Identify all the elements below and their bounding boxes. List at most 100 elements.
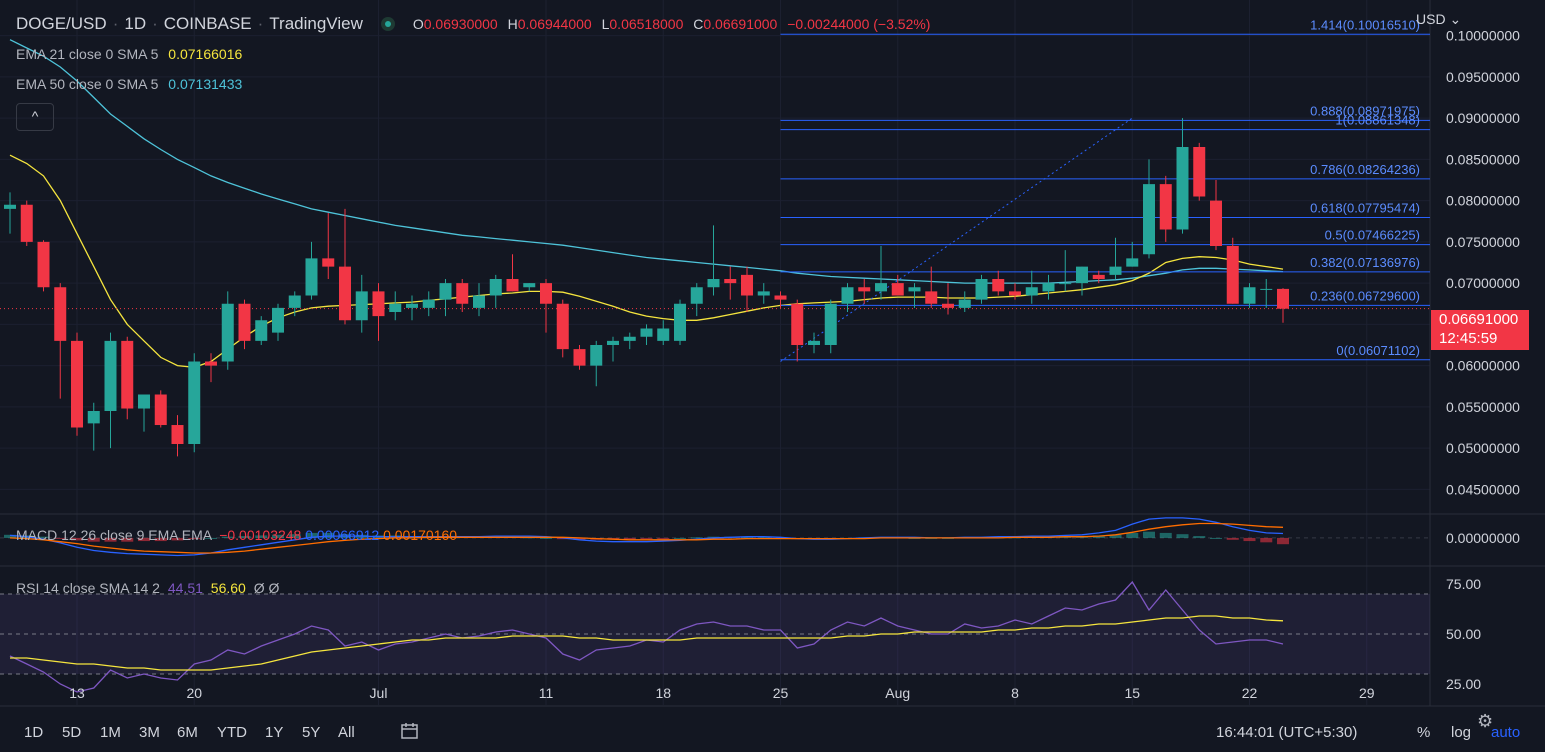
range-button-5y[interactable]: 5Y [302,724,321,741]
candle-body [1260,288,1273,290]
candle-body [640,328,653,337]
candle-body [1076,266,1088,284]
candle-body [975,279,988,300]
macd-hist-bar [54,537,67,539]
macd-hist-bar [238,536,251,538]
macd-hist-bar [1159,532,1172,538]
macd-label: MACD 12 26 close 9 EMA EMA [16,527,212,543]
candle-body [757,291,770,296]
ema50-path [9,39,1284,284]
macd-hist-bar [540,537,552,539]
range-button-5d[interactable]: 5D [62,724,82,741]
open-label: O [412,16,424,32]
candle-body [657,328,670,341]
range-button-all[interactable]: All [338,724,355,741]
fibonacci-retracement[interactable]: 1.414(0.10016510) 0.888(0.08971975)1(0.08… [0,17,1430,362]
clock-timezone[interactable]: 16:44:01 (UTC+5:30) [1216,724,1358,741]
candle-body [623,336,636,341]
candle-body [1193,147,1206,197]
ema21-legend[interactable]: EMA 21 close 0 SMA 5 0.07166016 [16,46,242,62]
candle-body [1009,291,1021,296]
price-axis[interactable]: 0.10000000 0.09500000 0.09000000 0.08500000… [1446,28,1520,692]
candle-body [556,303,569,350]
rsi-tick-label: 25.00 [1446,676,1481,692]
candle-body [305,258,318,296]
range-button-1y[interactable]: 1Y [265,724,284,741]
candle-body [674,303,686,341]
candle-body [188,361,201,444]
ema50-legend[interactable]: EMA 50 close 0 SMA 5 0.07131433 [16,76,242,92]
candle-body [4,204,16,209]
settings-gear-icon[interactable]: ⚙ [1477,711,1494,731]
candle-body [121,340,134,409]
candle-body [20,204,33,242]
range-button-1m[interactable]: 1M [100,724,121,741]
range-button-3m[interactable]: 3M [139,724,160,741]
rsi-label: RSI 14 close SMA 14 2 [16,580,160,596]
candle-body [841,287,854,304]
candle-body [891,283,904,296]
candle-body [791,303,804,345]
macd-hist-value: −0.00103248 [219,527,302,543]
price-tick-label: 0.09500000 [1446,69,1520,85]
market-status-icon [380,17,395,31]
high-label: H [507,16,518,32]
macd-hist-bar [757,537,770,539]
fib-level-label: 1(0.08861348) [1335,113,1420,128]
rsi-legend[interactable]: RSI 14 close SMA 14 2 44.51 56.60 Ø Ø [16,580,279,596]
candle-body [774,295,787,300]
candle-body [154,394,167,426]
symbol-name[interactable]: DOGE/USD [16,14,107,33]
macd-hist-bar [573,537,586,540]
calendar-range-icon[interactable] [400,722,420,744]
candle-body [489,279,502,296]
fib-trendline [780,117,1133,362]
ema50-label: EMA 50 close 0 SMA 5 [16,76,159,92]
macd-tick-label: 0.00000000 [1446,530,1520,546]
macd-hist-bar [104,537,117,542]
range-button-6m[interactable]: 6M [177,724,198,741]
candle-body [506,279,519,292]
candle-body [1143,184,1155,255]
interval[interactable]: 1D [124,14,147,33]
rsi-pane [0,580,1430,693]
symbol-header: DOGE/USD · 1D · COINBASE · TradingView O… [16,14,931,33]
price-tick-label: 0.09000000 [1446,110,1520,126]
collapse-legend-button[interactable]: ^ [16,103,54,131]
log-toggle[interactable]: log [1451,724,1472,741]
macd-signal-line [9,522,1284,554]
macd-hist-bar [221,536,234,538]
fib-level-label: 0(0.06071102) [1336,343,1420,358]
price-tick-label: 0.05000000 [1446,440,1520,456]
candle-body [1126,258,1139,267]
candle-body [1243,287,1256,304]
rsi-sma-line [10,615,1284,671]
macd-legend[interactable]: MACD 12 26 close 9 EMA EMA −0.00103248 0… [16,527,457,543]
currency-selector[interactable]: USD ⌄ [1416,11,1461,28]
percent-toggle[interactable]: % [1417,724,1431,741]
rsi-extra-values: Ø Ø [253,580,280,596]
candle-body [171,425,184,444]
range-button-1d[interactable]: 1D [24,724,44,741]
candle-body [1159,184,1172,230]
candle-body [523,283,536,288]
time-tick-label: 8 [1011,685,1019,701]
macd-hist-bar [71,537,83,541]
macd-hist-bar [1193,536,1206,538]
auto-toggle[interactable]: auto [1491,724,1521,741]
time-tick-label: 25 [773,685,789,701]
macd-hist-bar [154,537,167,542]
candle-body [942,303,954,308]
macd-hist-bar [171,537,184,541]
price-tick-label: 0.06000000 [1446,358,1520,374]
candle-body [992,279,1005,292]
low-value: 0.06518000 [609,16,684,32]
ema50-line [9,39,1284,284]
range-button-ytd[interactable]: YTD [217,724,247,741]
price-tick-label: 0.07500000 [1446,234,1520,250]
price-tick-label: 0.08000000 [1446,193,1520,209]
time-tick-label: 22 [1242,685,1258,701]
candle-body [808,340,820,345]
time-axis[interactable]: 13 20 Jul 11 18 25 Aug 8 15 22 29 [69,685,1375,701]
